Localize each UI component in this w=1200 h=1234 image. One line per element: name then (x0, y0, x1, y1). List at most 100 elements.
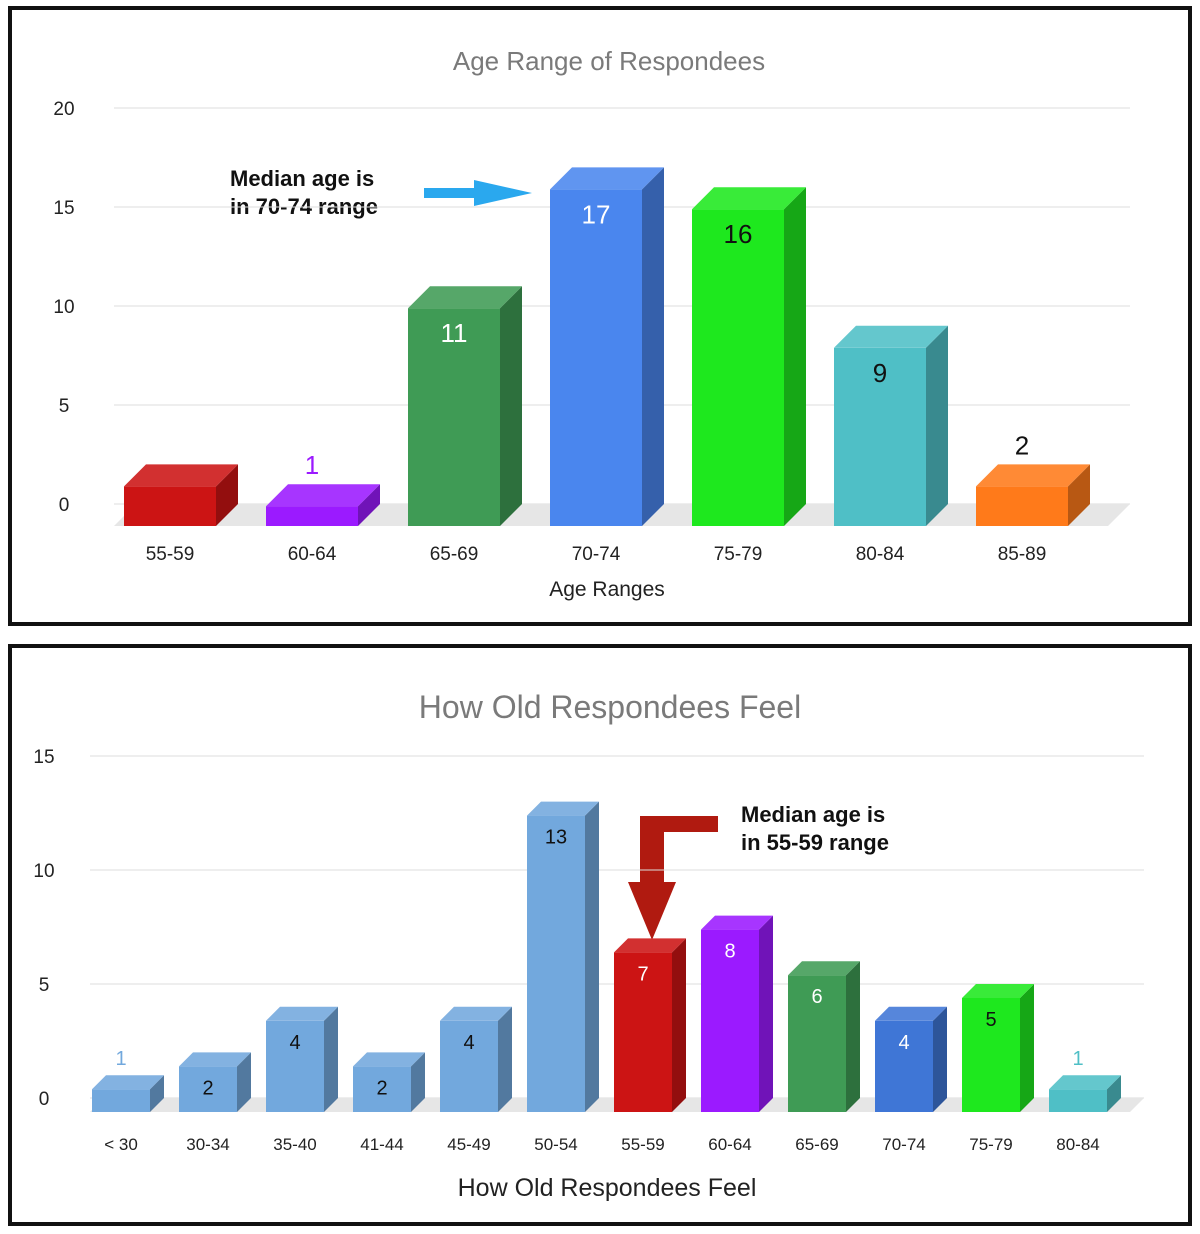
data-label: 5 (985, 1009, 996, 1031)
bar-side (672, 938, 686, 1112)
bar-top (92, 1075, 164, 1090)
data-label: 9 (873, 358, 887, 388)
x-tick-label: 55-59 (146, 544, 195, 565)
y-tick-label: 5 (59, 396, 70, 417)
bar-60-64: 8 60-64 (701, 915, 773, 1154)
x-tick-label: 41-44 (360, 1135, 403, 1154)
bar-side (1107, 1075, 1121, 1112)
bar-top (976, 464, 1090, 487)
bars: 2 55-59 1 60-64 11 65-69 17 70-74 16 75-79 9 80-84 2… (124, 167, 1090, 565)
bar-side (500, 286, 522, 526)
bar-front (701, 929, 759, 1112)
data-label: 1 (1072, 1048, 1083, 1070)
x-tick-label: 50-54 (534, 1135, 577, 1154)
bar-35-40: 4 35-40 (266, 1006, 338, 1154)
bar-front (834, 347, 926, 526)
bar-front (875, 1020, 933, 1112)
bar-front (788, 975, 846, 1112)
bar-30: 1 < 30 (92, 1048, 164, 1154)
bar-top (124, 464, 238, 487)
bar-side (358, 484, 380, 526)
x-tick-label: < 30 (104, 1135, 138, 1154)
bar-front (550, 189, 642, 526)
data-label: 4 (289, 1032, 300, 1054)
bar-top (834, 325, 948, 348)
bar-top (353, 1052, 425, 1067)
bar-front (124, 486, 216, 526)
bar-top (875, 1006, 947, 1021)
median-annotation-line-1: Median age is (741, 802, 885, 827)
bar-top (179, 1052, 251, 1067)
y-tick-label: 10 (53, 297, 74, 318)
bar-side (150, 1075, 164, 1112)
chart-panel-age-range: Age Range of Respondees Age Ranges Media… (8, 6, 1192, 626)
bar-front (179, 1066, 237, 1112)
feel-age-chart: How Old Respondees Feel How Old Responde… (33, 689, 1144, 1202)
data-label: 17 (582, 199, 611, 229)
x-tick-label: 80-84 (1056, 1135, 1099, 1154)
y-tick-label: 15 (53, 198, 74, 219)
x-tick-label: 30-34 (186, 1135, 229, 1154)
median-arrow-right (424, 180, 532, 206)
y-tick-label: 15 (33, 747, 54, 768)
bar-front (266, 1020, 324, 1112)
y-tick-label: 0 (59, 495, 70, 516)
data-label: 2 (1015, 430, 1029, 460)
x-tick-label: 80-84 (856, 544, 905, 565)
y-tick-label: 20 (53, 99, 74, 120)
bar-side (846, 961, 860, 1112)
bar-side (585, 801, 599, 1112)
x-tick-label: 45-49 (447, 1135, 490, 1154)
data-label: 4 (463, 1032, 474, 1054)
bar-top (701, 915, 773, 930)
bar-top (1049, 1075, 1121, 1090)
chart-title: Age Range of Respondees (453, 46, 765, 76)
x-axis-label: Age Ranges (549, 578, 665, 601)
chart-title: How Old Respondees Feel (419, 689, 801, 725)
bars: 1 < 30 2 30-34 4 35-40 2 41-44 4 45-49 13 50-54 7 55-… (92, 801, 1121, 1154)
bar-side (784, 187, 806, 526)
x-tick-label: 65-69 (430, 544, 479, 565)
bar-80-84: 1 80-84 (1049, 1048, 1121, 1154)
bar-front (1049, 1089, 1107, 1112)
bar-70-74: 17 70-74 (550, 167, 664, 565)
x-tick-label: 75-79 (714, 544, 763, 565)
bar-top (266, 1006, 338, 1021)
bar-75-79: 16 75-79 (692, 187, 806, 565)
bar-front (614, 952, 672, 1112)
bar-side (498, 1006, 512, 1112)
x-axis-label: How Old Respondees Feel (458, 1174, 757, 1202)
bar-side (1020, 984, 1034, 1112)
bar-65-69: 6 65-69 (788, 961, 860, 1154)
bar-front (962, 998, 1020, 1112)
data-label: 11 (441, 318, 468, 348)
x-tick-label: 75-79 (969, 1135, 1012, 1154)
bar-side (926, 325, 948, 526)
x-tick-label: 60-64 (288, 544, 337, 565)
bar-85-89: 2 85-89 (976, 430, 1090, 565)
x-tick-label: 60-64 (708, 1135, 751, 1154)
median-annotation-line-1: Median age is (230, 166, 374, 191)
x-tick-label: 85-89 (998, 544, 1047, 565)
data-label: 1 (115, 1048, 126, 1070)
data-label: 4 (898, 1032, 909, 1054)
bar-70-74: 4 70-74 (875, 1006, 947, 1154)
bar-top (408, 286, 522, 309)
bar-front (527, 815, 585, 1112)
bar-side (324, 1006, 338, 1112)
x-tick-label: 55-59 (621, 1135, 664, 1154)
bar-top (614, 938, 686, 953)
bar-side (759, 915, 773, 1112)
chart-panel-feel-age: How Old Respondees Feel How Old Responde… (8, 644, 1192, 1226)
bar-top (962, 984, 1034, 998)
bar-front (408, 308, 500, 526)
bar-top (440, 1006, 512, 1021)
y-tick-label: 10 (33, 861, 54, 882)
bar-side (216, 464, 238, 526)
y-axis-ticks: 0 5 10 15 20 (53, 99, 74, 516)
bar-front (92, 1089, 150, 1112)
bar-side (237, 1052, 251, 1112)
data-label: 6 (811, 986, 822, 1008)
bar-front (266, 506, 358, 526)
bar-50-54: 13 50-54 (527, 801, 599, 1154)
